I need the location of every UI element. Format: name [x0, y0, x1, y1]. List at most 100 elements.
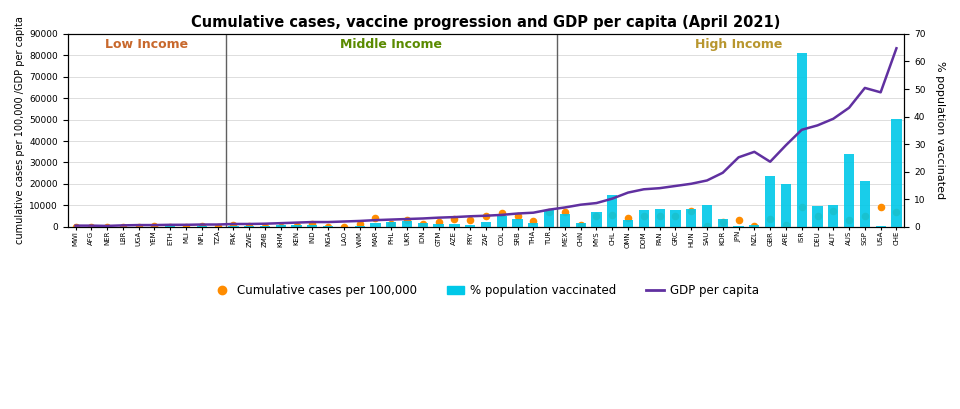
Point — [100, 223, 115, 230]
Point — [889, 209, 904, 216]
Bar — [623, 220, 634, 227]
Point — [684, 208, 699, 215]
Bar — [702, 204, 712, 227]
Bar — [576, 223, 586, 227]
Point — [463, 217, 478, 223]
Point — [573, 222, 588, 229]
Point — [210, 223, 226, 230]
Bar — [765, 176, 776, 227]
Bar — [733, 226, 744, 227]
Point — [304, 221, 320, 228]
Bar — [276, 225, 286, 227]
Point — [162, 223, 178, 230]
Point — [699, 223, 714, 229]
Legend: Cumulative cases per 100,000, % population vaccinated, GDP per capita: Cumulative cases per 100,000, % populati… — [208, 279, 763, 302]
Point — [652, 213, 667, 219]
Point — [289, 223, 304, 229]
Point — [115, 223, 131, 230]
Bar — [496, 216, 507, 227]
Bar — [876, 226, 886, 227]
Bar — [386, 222, 396, 227]
Point — [841, 217, 856, 223]
Point — [352, 220, 368, 227]
Point — [779, 222, 794, 229]
Point — [857, 213, 873, 220]
Point — [399, 217, 415, 223]
Bar — [828, 204, 838, 227]
Point — [541, 209, 557, 216]
Point — [147, 223, 162, 229]
Point — [336, 223, 351, 230]
Point — [131, 223, 146, 230]
Point — [873, 204, 888, 210]
Point — [415, 220, 430, 227]
Point — [68, 223, 84, 230]
Point — [478, 213, 493, 220]
Point — [731, 216, 746, 223]
Point — [194, 223, 209, 229]
Point — [605, 212, 620, 219]
Bar — [402, 221, 412, 227]
Point — [368, 215, 383, 221]
Point — [179, 223, 194, 230]
Point — [226, 222, 241, 228]
Bar — [607, 195, 617, 227]
Bar — [228, 226, 238, 227]
Bar — [544, 210, 554, 227]
Bar — [354, 226, 365, 227]
Point — [384, 221, 399, 228]
Point — [794, 204, 809, 210]
Point — [636, 212, 652, 219]
Bar — [481, 222, 492, 227]
Bar — [718, 219, 728, 227]
Point — [242, 223, 257, 229]
Bar — [655, 209, 664, 227]
Bar — [844, 154, 854, 227]
Bar — [812, 206, 823, 227]
Bar — [434, 224, 444, 227]
Point — [715, 218, 731, 225]
Bar — [560, 214, 570, 227]
Bar — [323, 226, 333, 227]
Bar — [418, 222, 428, 227]
Bar — [197, 226, 207, 227]
Bar — [165, 226, 176, 227]
Bar — [449, 224, 460, 227]
Point — [446, 215, 462, 222]
Point — [762, 216, 778, 223]
Bar — [371, 222, 380, 227]
Point — [588, 213, 604, 220]
Point — [826, 208, 841, 215]
Point — [84, 223, 99, 230]
Bar — [797, 53, 806, 227]
Point — [257, 223, 273, 230]
Point — [321, 223, 336, 230]
Bar — [244, 226, 254, 227]
Point — [810, 212, 826, 219]
Title: Cumulative cases, vaccine progression and GDP per capita (April 2021): Cumulative cases, vaccine progression an… — [191, 15, 780, 30]
Bar — [465, 225, 475, 227]
Bar — [513, 219, 522, 227]
Point — [431, 219, 446, 226]
Point — [557, 209, 572, 215]
Bar — [686, 209, 696, 227]
Point — [273, 223, 288, 230]
Point — [526, 218, 541, 224]
Text: Middle Income: Middle Income — [340, 38, 443, 51]
Bar — [528, 222, 539, 227]
Bar — [891, 119, 901, 227]
Point — [747, 222, 762, 229]
Point — [620, 214, 636, 221]
Bar — [670, 210, 681, 227]
Text: High Income: High Income — [695, 38, 782, 51]
Bar — [292, 225, 301, 227]
Text: Low Income: Low Income — [105, 38, 188, 51]
Bar — [860, 181, 870, 227]
Point — [668, 213, 684, 219]
Bar — [638, 210, 649, 227]
Y-axis label: cumulative cases per 100,000 /GDP per capita: cumulative cases per 100,000 /GDP per ca… — [15, 16, 25, 244]
Bar — [749, 225, 759, 227]
Bar — [780, 184, 791, 227]
Point — [510, 213, 525, 220]
Y-axis label: % population vaccinated: % population vaccinated — [935, 61, 945, 200]
